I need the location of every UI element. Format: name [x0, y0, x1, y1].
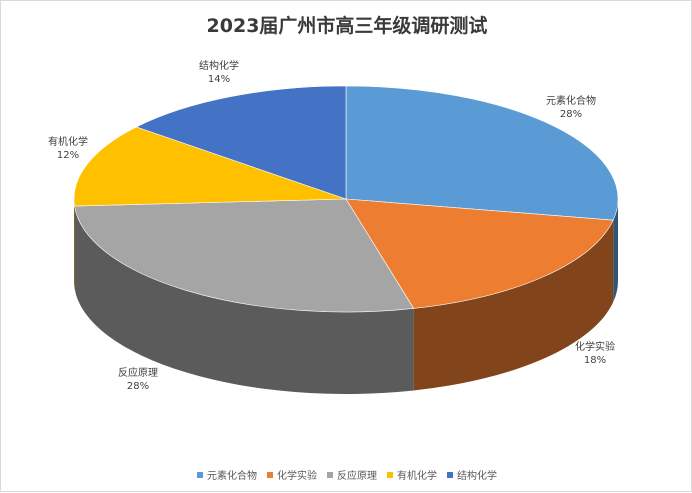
legend-swatch-principles	[327, 472, 333, 478]
pie-slice-experiment[interactable]	[345, 198, 614, 309]
legend-item-organic: 有机化学	[387, 467, 437, 482]
pie-side-experiment	[413, 220, 614, 391]
legend-label-organic: 有机化学	[397, 471, 437, 482]
legend-label-experiment: 化学实验	[277, 471, 317, 482]
legend-item-experiment: 化学实验	[267, 467, 317, 482]
data-label-value-structure: 14%	[208, 74, 230, 85]
data-label-value-experiment: 18%	[584, 355, 606, 366]
legend-item-elements: 元素化合物	[197, 467, 257, 482]
pie-slice-elements[interactable]	[345, 85, 619, 221]
data-label-value-elements: 28%	[560, 109, 582, 120]
legend-swatch-experiment	[267, 472, 273, 478]
legend-swatch-organic	[387, 472, 393, 478]
legend-item-structure: 结构化学	[447, 467, 497, 482]
chart-legend: 元素化合物 化学实验 反应原理 有机化学 结构化学	[1, 467, 692, 482]
data-label-name-organic: 有机化学	[48, 135, 88, 148]
legend-label-elements: 元素化合物	[207, 471, 257, 482]
data-label-name-experiment: 化学实验	[575, 340, 615, 353]
chart-title: 2023届广州市高三年级调研测试	[206, 15, 488, 37]
pie-slice-structure[interactable]	[135, 85, 347, 200]
legend-swatch-structure	[447, 472, 453, 478]
data-label-name-principles: 反应原理	[118, 366, 158, 379]
data-label-value-principles: 28%	[127, 381, 149, 392]
data-label-name-structure: 结构化学	[199, 59, 239, 72]
legend-item-principles: 反应原理	[327, 467, 377, 482]
data-label-value-organic: 12%	[57, 150, 79, 161]
legend-label-structure: 结构化学	[457, 471, 497, 482]
legend-label-principles: 反应原理	[337, 471, 377, 482]
pie-slice-organic[interactable]	[73, 126, 347, 207]
data-label-name-elements: 元素化合物	[546, 94, 596, 107]
pie-side-elements	[613, 199, 618, 303]
pie-side-organic	[74, 199, 75, 289]
pie-side-principles	[74, 206, 414, 394]
legend-swatch-elements	[197, 472, 203, 478]
pie-slice-principles[interactable]	[74, 198, 415, 313]
